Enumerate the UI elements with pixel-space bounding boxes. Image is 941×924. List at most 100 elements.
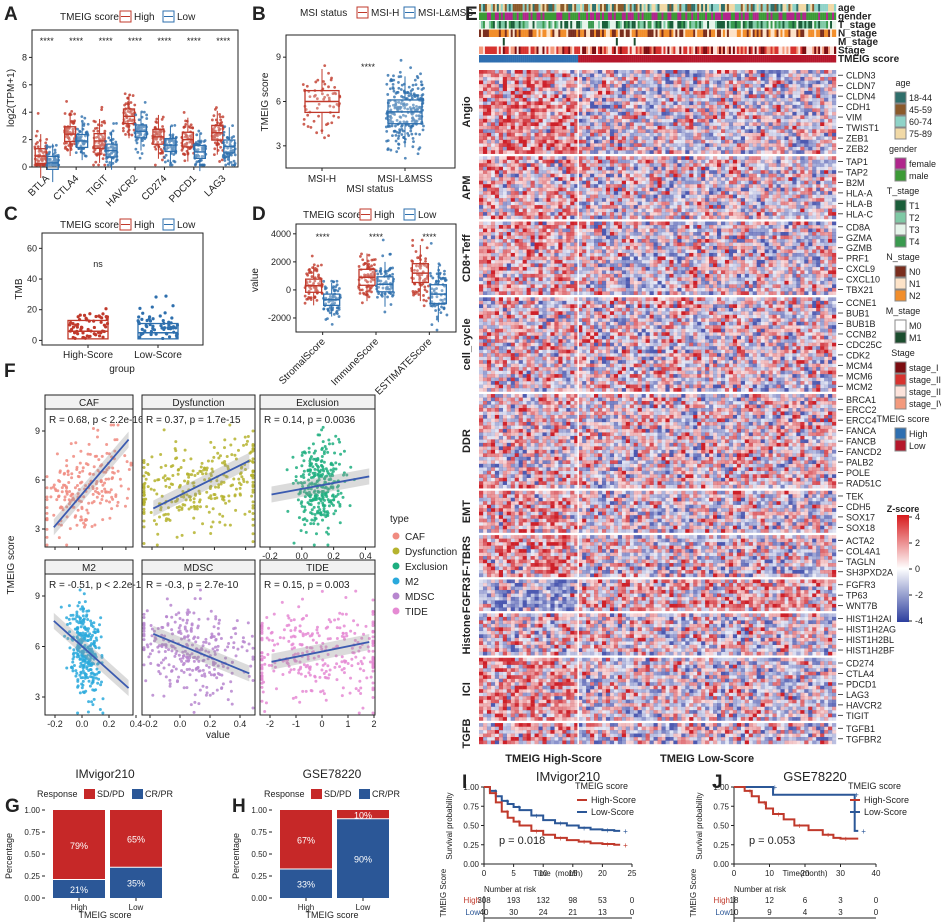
data-point	[161, 152, 164, 155]
data-point	[414, 79, 417, 82]
data-point	[222, 115, 225, 118]
data-point	[323, 136, 326, 139]
data-point	[411, 145, 414, 148]
data-point	[167, 159, 170, 162]
data-point	[222, 154, 225, 157]
data-point	[303, 123, 306, 126]
data-point	[45, 147, 48, 150]
significance-label: ****	[361, 62, 376, 72]
data-point	[80, 115, 83, 118]
data-point	[98, 315, 101, 318]
data-point	[322, 80, 325, 83]
data-point	[323, 64, 326, 67]
data-point	[231, 124, 234, 127]
data-point	[140, 318, 143, 321]
data-point	[122, 127, 125, 130]
data-point	[223, 159, 226, 162]
data-point	[49, 146, 52, 149]
data-point	[134, 148, 137, 151]
y-tick-label: 4000	[271, 229, 291, 239]
data-point	[189, 126, 192, 129]
data-point	[412, 137, 415, 140]
data-point	[398, 143, 401, 146]
data-point	[218, 113, 221, 116]
data-point	[84, 317, 87, 320]
significance-label: ****	[187, 36, 202, 46]
data-point	[122, 129, 125, 132]
y-tick-label: 2	[22, 135, 27, 145]
data-point	[218, 160, 221, 163]
data-point	[232, 135, 235, 138]
data-point	[419, 72, 422, 75]
data-point	[395, 140, 398, 143]
data-point	[164, 161, 167, 164]
data-point	[82, 152, 85, 155]
data-point	[184, 123, 187, 126]
data-point	[141, 152, 144, 155]
data-point	[407, 94, 410, 97]
legend-key-low	[404, 209, 415, 220]
data-point	[414, 132, 417, 135]
y-tick-label: 6	[22, 80, 27, 90]
data-point	[408, 86, 411, 89]
data-point	[409, 125, 412, 128]
data-point	[317, 275, 320, 278]
data-point	[104, 325, 107, 328]
data-point	[83, 117, 86, 120]
data-point	[76, 128, 79, 131]
data-point	[336, 280, 339, 283]
data-point	[142, 144, 145, 147]
data-point	[418, 146, 421, 149]
data-point	[123, 104, 126, 107]
data-point	[92, 130, 95, 133]
data-point	[327, 134, 330, 137]
legend-title: TMEIG score	[60, 220, 119, 231]
data-point	[65, 100, 68, 103]
data-point	[410, 90, 413, 93]
data-point	[144, 101, 147, 104]
box-mss	[385, 59, 425, 160]
data-point	[420, 80, 423, 83]
data-point	[154, 145, 157, 148]
y-tick-label: -2000	[268, 313, 291, 323]
data-point	[389, 149, 392, 152]
data-point	[304, 302, 307, 305]
data-point	[211, 119, 214, 122]
data-point	[114, 141, 117, 144]
data-point	[392, 79, 395, 82]
data-point	[400, 95, 403, 98]
box-low-tmb	[137, 295, 179, 341]
data-point	[63, 142, 66, 145]
data-point	[397, 81, 400, 84]
data-point	[115, 122, 118, 125]
data-point	[223, 125, 226, 128]
legend-key-low	[163, 219, 174, 230]
data-point	[132, 94, 135, 97]
data-point	[170, 316, 173, 319]
data-point	[397, 137, 400, 140]
data-point	[392, 83, 395, 86]
data-point	[411, 97, 414, 100]
significance-label: ****	[157, 36, 172, 46]
y-axis-label: value	[250, 268, 261, 292]
x-tick-label: TIGIT	[85, 173, 111, 199]
data-point	[48, 151, 51, 154]
data-point	[161, 159, 164, 162]
y-tick-label: 0	[22, 162, 27, 172]
x-tick-label: High-Score	[63, 350, 113, 361]
data-point	[422, 87, 425, 90]
data-point	[154, 295, 157, 298]
legend-key-high	[120, 219, 131, 230]
y-axis-label: log2(TPM+1)	[6, 69, 17, 127]
data-point	[151, 305, 154, 308]
data-point	[417, 152, 420, 155]
data-point	[303, 118, 306, 121]
data-point	[386, 148, 389, 151]
data-point	[97, 164, 100, 167]
data-point	[197, 130, 200, 133]
panel-label-c: C	[4, 204, 18, 225]
data-point	[143, 329, 146, 332]
data-point	[143, 111, 146, 114]
data-point	[230, 154, 233, 157]
x-tick-label: CD274	[140, 173, 170, 203]
